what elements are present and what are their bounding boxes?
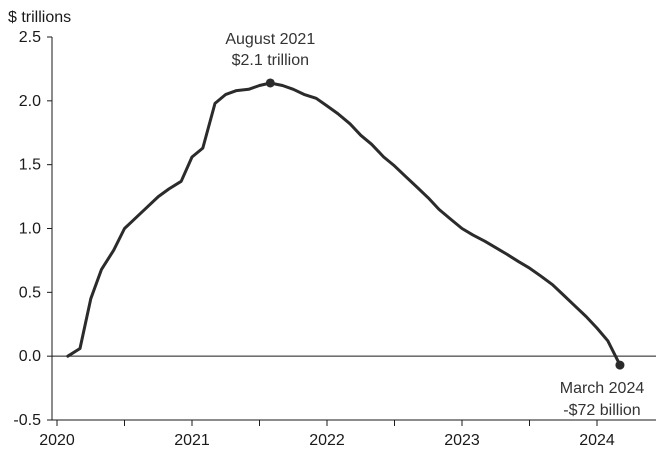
annotation-point (615, 360, 625, 370)
y-axis-unit-label: $ trillions (8, 9, 71, 26)
annotation-label: August 2021 (225, 31, 315, 48)
y-tick-label: 1.0 (19, 221, 41, 238)
series-line (66, 81, 622, 367)
y-tick-label: 2.0 (19, 93, 41, 110)
y-tick-label: 0.5 (19, 284, 41, 301)
annotation-label: March 2024 (560, 380, 645, 397)
y-tick-label: 2.5 (19, 29, 41, 46)
x-tick-label: 2024 (579, 432, 615, 449)
x-tick-label: 2022 (309, 432, 345, 449)
y-tick-label: 0.0 (19, 348, 41, 365)
y-tick-label: -0.5 (13, 412, 41, 429)
annotation-label: $2.1 trillion (232, 52, 309, 69)
x-tick-label: 2020 (39, 432, 75, 449)
y-tick-label: 1.5 (19, 157, 41, 174)
annotation-point (265, 78, 275, 88)
x-tick-label: 2021 (174, 432, 210, 449)
x-tick-label: 2023 (444, 432, 480, 449)
annotation-label: -$72 billion (563, 402, 640, 419)
